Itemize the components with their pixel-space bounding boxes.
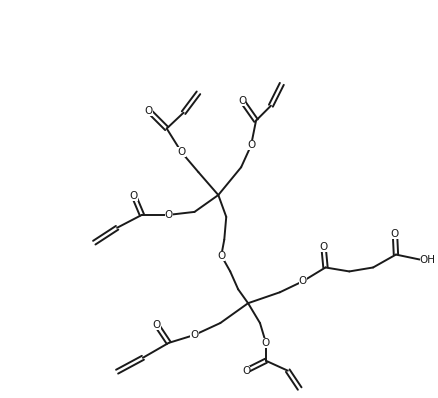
Text: O: O [145,106,153,116]
Text: O: O [165,210,173,220]
Text: O: O [130,191,138,201]
Text: O: O [177,147,186,157]
Text: O: O [153,320,161,330]
Text: O: O [319,242,328,252]
Text: O: O [299,276,307,287]
Text: O: O [191,330,198,340]
Text: O: O [262,338,270,348]
Text: OH: OH [420,255,436,265]
Text: O: O [247,140,255,150]
Text: O: O [242,366,250,376]
Text: O: O [238,96,246,106]
Text: O: O [217,251,226,261]
Text: O: O [391,229,399,239]
